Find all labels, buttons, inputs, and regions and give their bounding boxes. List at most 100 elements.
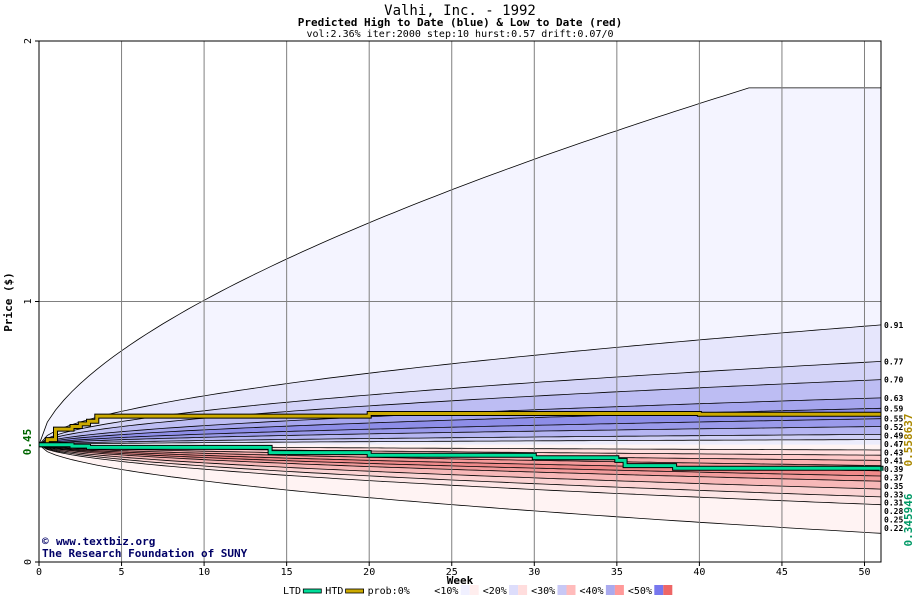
high-band-line <box>38 324 882 446</box>
legend-swatch-blue <box>509 585 519 595</box>
high-band-fill <box>39 87 881 445</box>
low-band-line <box>38 444 882 482</box>
level-label: 0.91 <box>884 321 903 330</box>
ltd-end-value: 0.345946 <box>902 493 915 546</box>
x-tick-label: 5 <box>119 567 125 578</box>
high-band-line <box>38 426 882 446</box>
legend: LTD HTD prob:0% <10% <20% <30% <40% <50% <box>283 585 673 597</box>
level-label: 0.49 <box>884 432 903 441</box>
high-band-line <box>38 434 881 446</box>
low-band-fill <box>39 444 881 534</box>
level-label: 0.41 <box>884 457 903 466</box>
legend-swatch-red <box>663 585 673 595</box>
legend-label: <50% <box>628 586 652 597</box>
low-band-fill <box>39 444 881 476</box>
low-band-line <box>38 444 882 490</box>
level-label: 0.43 <box>884 448 903 457</box>
level-labels: 0.91 0.77 0.70 0.630.59 0.550.520.490.470.43… <box>884 321 903 533</box>
level-label: 0.35 <box>884 482 903 491</box>
level-label: 0.28 <box>884 507 903 516</box>
level-label: 0.25 <box>884 516 903 525</box>
level-label: 0.52 <box>884 423 903 432</box>
legend-label: <10% <box>434 586 458 597</box>
low-band-fill <box>39 444 881 461</box>
chart-title: Valhi, Inc. - 1992 <box>384 3 536 19</box>
x-tick-label: 0 <box>36 567 42 578</box>
level-label: 0.63 <box>884 394 903 403</box>
high-band-fill <box>39 324 881 445</box>
x-tick-label: 45 <box>776 567 788 578</box>
level-label: 0.31 <box>884 499 903 508</box>
low-band-line <box>38 444 882 506</box>
x-tick-label: 50 <box>858 567 870 578</box>
level-label: 0.59 <box>884 404 903 413</box>
low-band-line <box>38 444 882 498</box>
legend-label: HTD <box>325 586 343 597</box>
start-price-label: 0.45 <box>21 429 34 456</box>
x-tick-label: 20 <box>363 567 375 578</box>
legend-swatch-blue <box>412 585 422 595</box>
high-band-fill <box>39 361 881 445</box>
legend-line-swatch <box>302 588 322 594</box>
y-axis-ticks: 0 1 2 <box>23 38 39 565</box>
legend-line-swatch <box>345 588 365 594</box>
legend-label: LTD <box>283 586 301 597</box>
series-lines <box>39 411 884 471</box>
x-tick-label: 15 <box>281 567 293 578</box>
y-tick-label: 0 <box>23 559 34 565</box>
x-tick-label: 10 <box>198 567 210 578</box>
x-tick-label: 30 <box>528 567 540 578</box>
level-label: 0.70 <box>884 376 903 385</box>
copyright-symbol: © <box>42 535 49 548</box>
high-band-fill <box>39 397 881 445</box>
legend-swatch-blue <box>460 585 470 595</box>
low-band-line <box>38 444 882 477</box>
level-label: 0.33 <box>884 490 903 499</box>
low-band-fill <box>39 444 881 466</box>
legend-swatch-blue <box>605 585 615 595</box>
chart-subtitle: Predicted High to Date (blue) & Low to D… <box>298 16 623 29</box>
x-axis-label: Week <box>447 574 474 587</box>
low-band-fill <box>39 444 881 497</box>
level-label: 0.77 <box>884 357 903 366</box>
high-band-fill <box>39 418 881 445</box>
level-label: 0.55 <box>884 415 903 424</box>
legend-label: <20% <box>483 586 507 597</box>
high-band-fill <box>39 439 881 445</box>
legend-swatch-blue <box>654 585 664 595</box>
level-label: 0.37 <box>884 474 903 483</box>
legend-swatch-red <box>421 585 431 595</box>
legend-swatch-blue <box>557 585 567 595</box>
level-label: 0.22 <box>884 524 903 533</box>
high-band-fill <box>39 408 881 445</box>
high-band-line <box>38 379 882 446</box>
y-tick-label: 1 <box>23 298 34 304</box>
legend-label: prob:0% <box>368 586 410 597</box>
legend-swatch-red <box>469 585 479 595</box>
high-band-line <box>38 87 881 445</box>
level-label: 0.47 <box>884 440 903 449</box>
chart-params: vol:2.36% iter:2000 step:10 hurst:0.57 d… <box>306 29 613 40</box>
credits: © www.textbiz.org The Research Foundatio… <box>42 535 248 560</box>
x-tick-label: 35 <box>611 567 623 578</box>
x-tick-label: 25 <box>446 567 458 578</box>
low-band-fill <box>39 444 881 482</box>
high-band-line <box>38 439 881 446</box>
low-band-line <box>38 444 882 466</box>
series-line-htd <box>39 412 881 447</box>
grid-lines <box>39 41 881 562</box>
legend-swatch-red <box>518 585 528 595</box>
credit-org: The Research Foundation of SUNY <box>42 547 248 560</box>
low-band-fill <box>39 444 881 505</box>
legend-swatch-red <box>614 585 624 595</box>
legend-label: <40% <box>580 586 604 597</box>
low-band-line <box>38 444 882 534</box>
credit-site: www.textbiz.org <box>56 535 155 548</box>
high-band-line <box>38 418 882 446</box>
legend-swatch-red <box>566 585 576 595</box>
level-label: 0.39 <box>884 465 903 474</box>
low-band-fill <box>39 444 881 490</box>
y-tick-label: 2 <box>23 38 34 44</box>
